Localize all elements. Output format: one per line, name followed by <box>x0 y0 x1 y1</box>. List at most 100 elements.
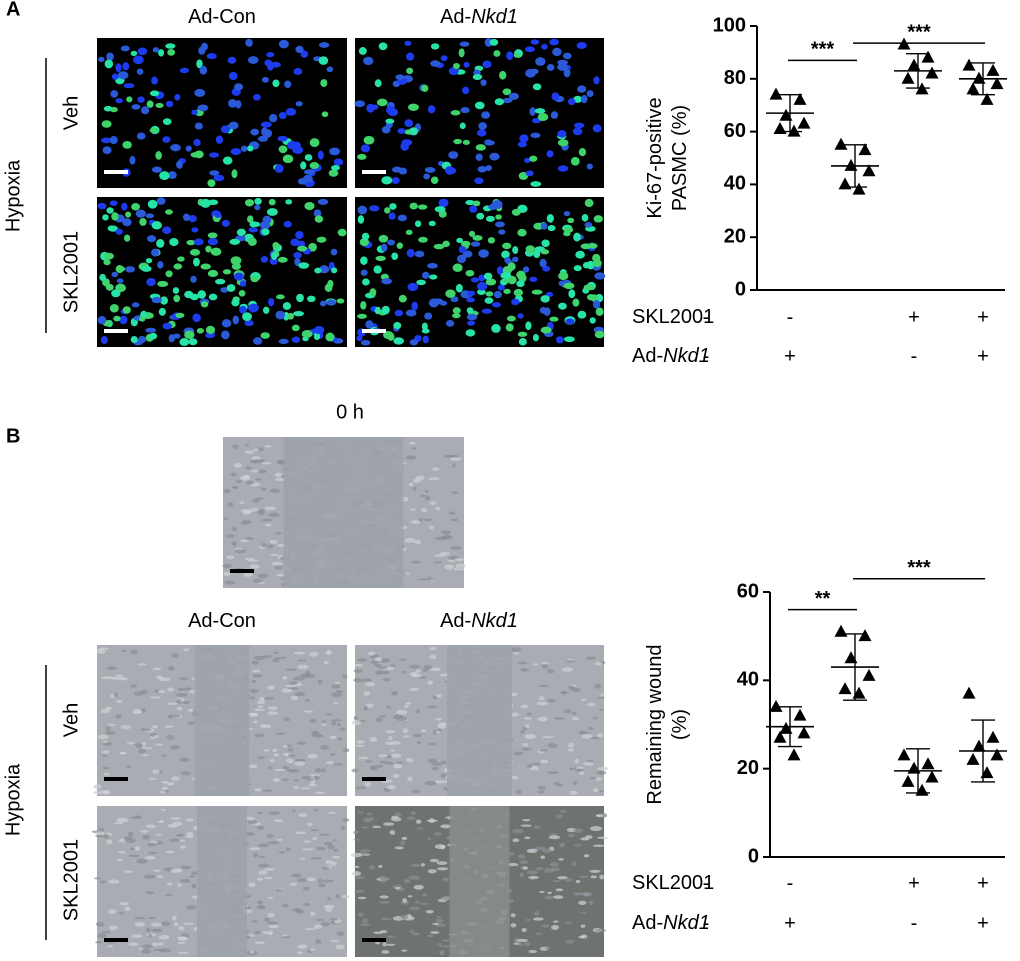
nucleus <box>270 61 281 68</box>
nucleus <box>450 110 461 116</box>
data-point <box>980 766 994 779</box>
nucleus <box>503 277 512 283</box>
cell <box>116 817 129 823</box>
nucleus <box>457 254 467 264</box>
data-point <box>986 63 1000 76</box>
cell <box>410 811 416 816</box>
nucleus <box>438 198 449 208</box>
nucleus <box>572 127 583 136</box>
cell <box>164 894 173 897</box>
cell <box>510 913 516 918</box>
cell <box>161 781 169 784</box>
cell <box>436 861 448 865</box>
nucleus <box>287 312 295 320</box>
cell <box>157 689 166 694</box>
nucleus <box>252 337 263 345</box>
nucleus <box>452 263 463 273</box>
nucleus <box>453 138 463 145</box>
cell <box>378 900 391 904</box>
nucleus <box>374 79 382 88</box>
cell <box>127 831 134 837</box>
nucleus <box>468 230 476 237</box>
cell <box>539 890 545 894</box>
nucleus <box>193 238 204 246</box>
cell <box>95 940 103 944</box>
nucleus <box>396 242 403 250</box>
cell <box>321 723 327 726</box>
nucleus <box>485 215 495 222</box>
nucleus <box>231 169 238 179</box>
nucleus <box>262 215 272 225</box>
cell <box>189 875 195 878</box>
cell <box>420 508 428 513</box>
nucleus <box>358 47 367 55</box>
data-point <box>769 87 783 100</box>
nucleus <box>159 171 170 180</box>
cell <box>402 496 409 502</box>
cell <box>401 836 408 840</box>
nucleus <box>141 265 152 272</box>
cell <box>261 462 272 465</box>
cell <box>429 646 437 651</box>
cell <box>250 507 260 512</box>
nucleus <box>359 238 370 247</box>
cell <box>262 724 272 729</box>
y-tick-label: 0 <box>735 278 746 300</box>
nucleus <box>506 51 514 61</box>
cell <box>429 501 437 506</box>
cell <box>565 921 573 925</box>
nucleus <box>421 322 428 331</box>
cell <box>310 911 316 916</box>
nucleus <box>327 279 334 289</box>
cell <box>524 941 531 947</box>
wound-gap <box>283 437 404 588</box>
cell <box>251 920 258 923</box>
cell <box>412 486 417 492</box>
cell <box>276 838 283 841</box>
nucleus <box>532 333 539 342</box>
cell <box>335 690 344 694</box>
nucleus <box>573 265 582 272</box>
nucleus <box>319 265 330 274</box>
cell <box>582 891 593 897</box>
nucleus <box>117 71 129 80</box>
cell <box>378 715 386 718</box>
nucleus <box>592 300 601 309</box>
cell <box>378 670 390 675</box>
nucleus <box>162 226 172 234</box>
condition-sign: - <box>787 306 794 328</box>
nucleus <box>194 150 204 159</box>
micrograph <box>91 806 350 957</box>
nucleus <box>176 160 183 169</box>
condition-sign: + <box>784 912 796 934</box>
cell <box>405 455 417 460</box>
cell <box>309 948 316 952</box>
cell <box>449 511 456 515</box>
nucleus <box>532 83 542 91</box>
nucleus <box>392 166 403 173</box>
cell <box>117 851 127 854</box>
nucleus <box>407 282 419 292</box>
nucleus <box>477 165 487 173</box>
nucleus <box>317 198 329 205</box>
nucleus <box>546 214 554 223</box>
cell <box>300 787 311 790</box>
cell <box>288 681 299 685</box>
cell <box>377 666 388 669</box>
cell <box>599 874 605 880</box>
cell <box>314 791 326 794</box>
cell <box>296 951 303 955</box>
cell <box>385 741 395 745</box>
nucleus <box>221 219 230 227</box>
nucleus <box>467 320 476 326</box>
cell <box>389 749 395 752</box>
nucleus <box>328 169 339 177</box>
nucleus <box>505 323 514 332</box>
nucleus <box>550 111 559 119</box>
cell <box>418 517 423 522</box>
cell <box>155 833 162 836</box>
condition-label: Ad-Nkd1 <box>632 912 710 934</box>
cell <box>315 918 325 922</box>
cell <box>429 818 435 824</box>
cell <box>428 742 438 746</box>
